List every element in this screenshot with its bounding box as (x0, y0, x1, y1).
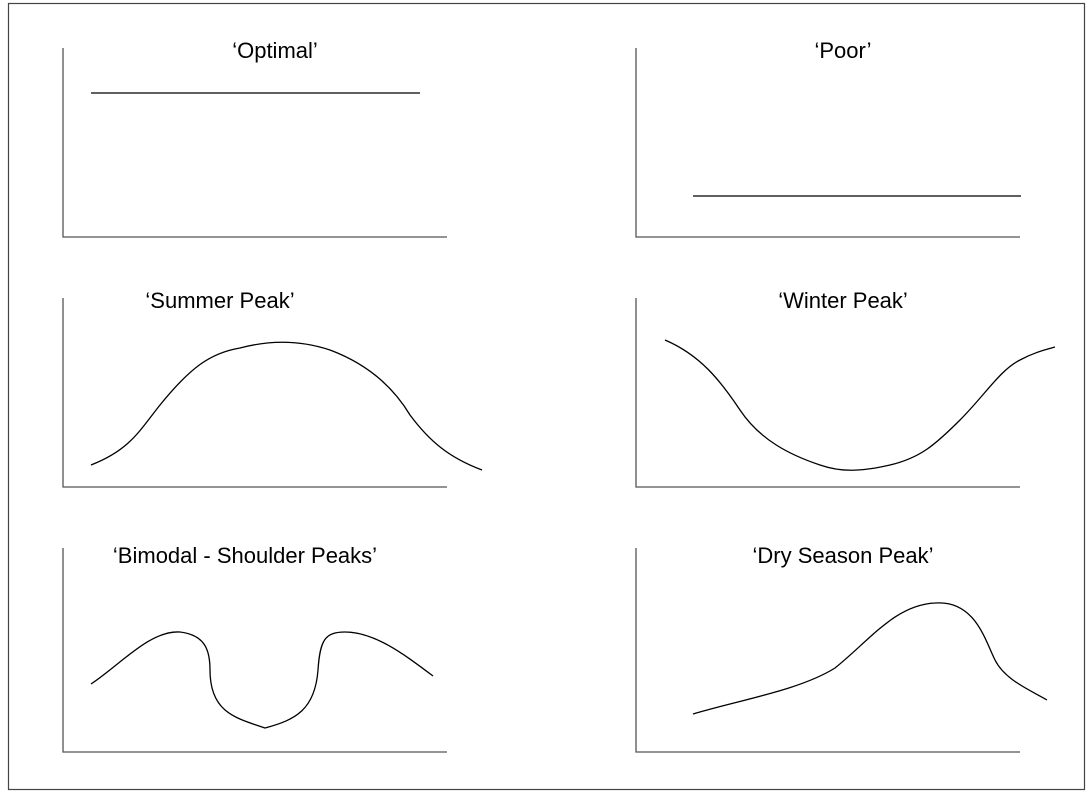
panel-title: ‘Summer Peak’ (145, 288, 294, 313)
panel: ‘Optimal’ (62, 38, 447, 238)
panel: ‘Bimodal - Shoulder Peaks’ (62, 543, 447, 753)
panel-title: ‘Winter Peak’ (778, 288, 908, 313)
panel: ‘Winter Peak’ (635, 288, 1056, 488)
axes (635, 298, 1020, 488)
curve (664, 339, 1056, 471)
curve (90, 341, 483, 471)
panel: ‘Summer Peak’ (62, 288, 483, 488)
panel: ‘Dry Season Peak’ (635, 543, 1048, 753)
axes (635, 48, 1020, 238)
axes (62, 298, 447, 488)
panel-title: ‘Poor’ (814, 38, 871, 63)
axes (62, 48, 447, 238)
curve (692, 602, 1048, 715)
panel: ‘Poor’ (635, 38, 1021, 238)
curve (90, 631, 434, 729)
panel-title: ‘Dry Season Peak’ (753, 543, 934, 568)
panel-title: ‘Optimal’ (232, 38, 318, 63)
panel-title: ‘Bimodal - Shoulder Peaks’ (113, 543, 377, 568)
axes (62, 548, 447, 753)
frame (7, 2, 1086, 791)
axes (635, 548, 1020, 753)
